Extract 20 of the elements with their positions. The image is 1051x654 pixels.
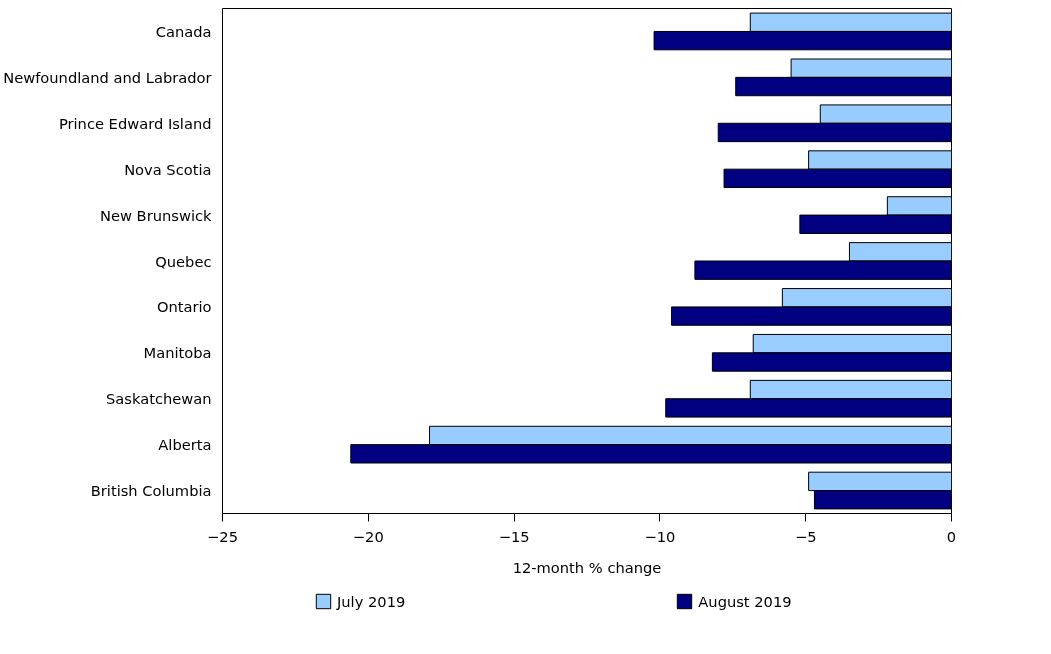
x-tick-label: −20 (352, 527, 384, 545)
x-axis-title: 12-month % change (512, 558, 662, 576)
x-tick-label: 0 (946, 527, 957, 545)
y-tick-label: Saskatchewan (106, 390, 212, 408)
y-tick-label: Prince Edward Island (58, 114, 212, 132)
y-tick-label: Ontario (156, 298, 212, 316)
x-tick-label: −5 (794, 527, 817, 545)
y-tick-label: British Columbia (90, 482, 212, 500)
y-tick-label: Newfoundland and Labrador (3, 68, 213, 86)
y-tick-label: New Brunswick (99, 206, 213, 224)
x-tick-label: −25 (207, 527, 238, 545)
x-tick-label: −15 (498, 527, 530, 545)
x-tick-label: −10 (644, 527, 676, 545)
y-tick-label: Nova Scotia (124, 160, 212, 178)
y-tick-label: Canada (155, 22, 212, 40)
legend-label: July 2019 (337, 592, 406, 610)
legend-label: August 2019 (698, 592, 792, 610)
y-tick-label: Manitoba (143, 344, 212, 362)
y-tick-label: Alberta (158, 436, 212, 454)
y-tick-label: Quebec (155, 252, 212, 270)
